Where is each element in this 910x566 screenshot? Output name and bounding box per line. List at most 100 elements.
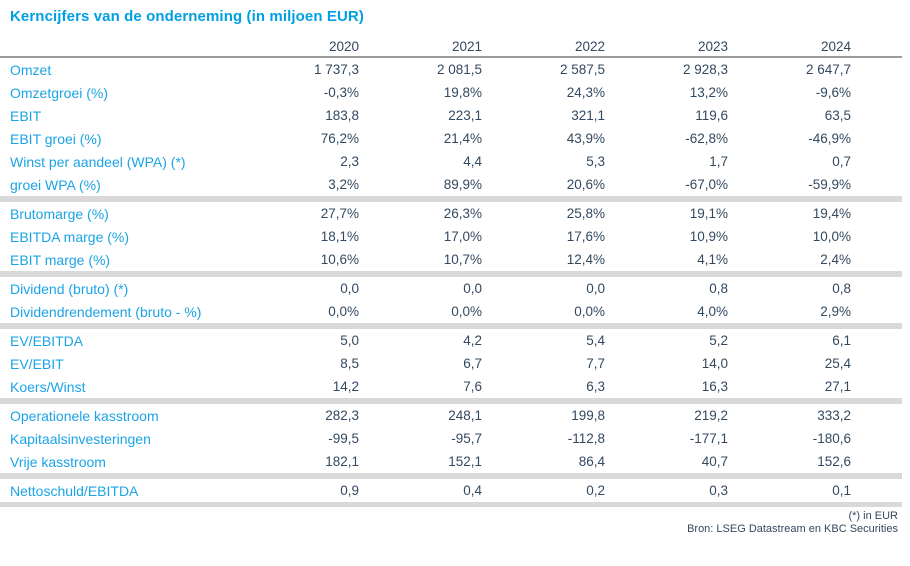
- table-row: EBIT 183,8 223,1 321,1 119,6 63,5: [0, 104, 902, 127]
- table-row: EBITDA marge (%) 18,1% 17,0% 17,6% 10,9% 10,0…: [0, 225, 902, 248]
- row-label: Winst per aandeel (WPA) (*): [10, 153, 186, 170]
- value-cell: 2 081,5: [436, 61, 482, 77]
- value-cell: 16,3: [701, 378, 728, 394]
- year-column-header: 2022: [574, 39, 605, 54]
- section-divider: [0, 271, 902, 277]
- value-cell: 6,7: [463, 355, 482, 371]
- table-row: EV/EBIT 8,5 6,7 7,7 14,0 25,4: [0, 352, 902, 375]
- value-cell: -99,5: [328, 430, 359, 446]
- value-cell: 5,0: [340, 332, 359, 348]
- value-cell: 10,7%: [443, 251, 482, 267]
- value-cell: 19,4%: [812, 205, 851, 221]
- table-row: Winst per aandeel (WPA) (*) 2,3 4,4 5,3 1,7 0…: [0, 150, 902, 173]
- value-cell: 5,4: [586, 332, 605, 348]
- row-label: EV/EBITDA: [10, 332, 84, 349]
- row-label: Kapitaalsinvesteringen: [10, 430, 151, 447]
- value-cell: 14,2: [332, 378, 359, 394]
- value-cell: 199,8: [571, 407, 605, 423]
- value-cell: 17,6%: [566, 228, 605, 244]
- value-cell: 18,1%: [320, 228, 359, 244]
- value-cell: 2 587,5: [559, 61, 605, 77]
- value-cell: 89,9%: [443, 176, 482, 192]
- value-cell: 5,2: [709, 332, 728, 348]
- value-cell: 27,7%: [320, 205, 359, 221]
- value-cell: 1,7: [709, 153, 728, 169]
- table-row: Omzet 1 737,3 2 081,5 2 587,5 2 928,3 2 647,7: [0, 58, 902, 81]
- table-footer: (*) in EUR Bron: LSEG Datastream en KBC …: [0, 510, 902, 536]
- value-cell: 63,5: [824, 107, 851, 123]
- value-cell: 223,1: [448, 107, 482, 123]
- table-row: Brutomarge (%) 27,7% 26,3% 25,8% 19,1% 19,4%: [0, 202, 902, 225]
- value-cell: 17,0%: [443, 228, 482, 244]
- value-cell: 119,6: [695, 107, 728, 123]
- table-row: EV/EBITDA 5,0 4,2 5,4 5,2 6,1: [0, 329, 902, 352]
- value-cell: 0,3: [709, 482, 728, 498]
- value-cell: 248,1: [448, 407, 482, 423]
- value-cell: 5,3: [586, 153, 605, 169]
- key-figures-page: Kerncijfers van de onderneming (in miljo…: [0, 8, 902, 536]
- value-cell: 333,2: [817, 407, 851, 423]
- value-cell: 0,0: [340, 280, 359, 296]
- value-cell: 0,0%: [328, 303, 359, 319]
- value-cell: 0,0: [586, 280, 605, 296]
- value-cell: 76,2%: [320, 130, 359, 146]
- value-cell: 2,9%: [820, 303, 851, 319]
- value-cell: 13,2%: [689, 84, 728, 100]
- row-label: EBITDA marge (%): [10, 228, 130, 245]
- value-cell: 282,3: [325, 407, 359, 423]
- table-row: EBIT marge (%) 10,6% 10,7% 12,4% 4,1% 2,4%: [0, 248, 902, 271]
- value-cell: 0,8: [709, 280, 728, 296]
- table-row: Nettoschuld/EBITDA 0,9 0,4 0,2 0,3 0,1: [0, 479, 902, 502]
- row-label: Vrije kasstroom: [10, 453, 106, 470]
- value-cell: -95,7: [451, 430, 482, 446]
- row-label: Dividendrendement (bruto - %): [10, 303, 202, 320]
- footnote: (*) in EUR: [848, 510, 898, 522]
- value-cell: 24,3%: [566, 84, 605, 100]
- value-cell: 6,1: [832, 332, 851, 348]
- value-cell: 25,4: [824, 355, 851, 371]
- value-cell: 19,1%: [689, 205, 728, 221]
- value-cell: -9,6%: [815, 84, 851, 100]
- value-cell: -0,3%: [323, 84, 359, 100]
- value-cell: 2 647,7: [805, 61, 851, 77]
- table-row: EBIT groei (%) 76,2% 21,4% 43,9% -62,8% -46,9…: [0, 127, 902, 150]
- value-cell: 25,8%: [566, 205, 605, 221]
- row-label: Brutomarge (%): [10, 205, 109, 222]
- value-cell: 4,2: [463, 332, 482, 348]
- table-row: Omzetgroei (%) -0,3% 19,8% 24,3% 13,2% -9,6%: [0, 81, 902, 104]
- table-row: Dividend (bruto) (*) 0,0 0,0 0,0 0,8 0,8: [0, 277, 902, 300]
- value-cell: 10,6%: [320, 251, 359, 267]
- row-label: groei WPA (%): [10, 176, 101, 193]
- value-cell: 152,1: [448, 453, 482, 469]
- section-divider: [0, 473, 902, 479]
- page-title: Kerncijfers van de onderneming (in miljo…: [10, 8, 364, 25]
- value-cell: 0,9: [340, 482, 359, 498]
- value-cell: 183,8: [325, 107, 359, 123]
- value-cell: 182,1: [325, 453, 359, 469]
- value-cell: 0,4: [463, 482, 482, 498]
- value-cell: 0,0: [463, 280, 482, 296]
- section-divider: [0, 323, 902, 329]
- value-cell: 0,1: [832, 482, 851, 498]
- row-label: Nettoschuld/EBITDA: [10, 482, 139, 499]
- value-cell: 14,0: [701, 355, 728, 371]
- source-note: Bron: LSEG Datastream en KBC Securities: [687, 523, 898, 535]
- row-label: Omzet: [10, 61, 52, 78]
- value-cell: 6,3: [586, 378, 605, 394]
- value-cell: 2,3: [340, 153, 359, 169]
- row-label: Koers/Winst: [10, 378, 86, 395]
- value-cell: 86,4: [578, 453, 605, 469]
- table-row: Koers/Winst 14,2 7,6 6,3 16,3 27,1: [0, 375, 902, 398]
- key-figures-table: 2020 2021 2022 2023 2024 Omzet 1 737,3 2 081,5…: [0, 38, 902, 507]
- year-column-header: 2020: [328, 39, 359, 54]
- value-cell: 4,0%: [697, 303, 728, 319]
- value-cell: 0,0%: [574, 303, 605, 319]
- table-header-row: 2020 2021 2022 2023 2024: [0, 38, 902, 58]
- row-label: Dividend (bruto) (*): [10, 280, 129, 297]
- value-cell: -59,9%: [808, 176, 851, 192]
- value-cell: -112,8: [567, 430, 605, 446]
- year-column-header: 2021: [451, 39, 482, 54]
- value-cell: 10,0%: [812, 228, 851, 244]
- value-cell: -177,1: [689, 430, 728, 446]
- table-bottom-divider: [0, 502, 902, 507]
